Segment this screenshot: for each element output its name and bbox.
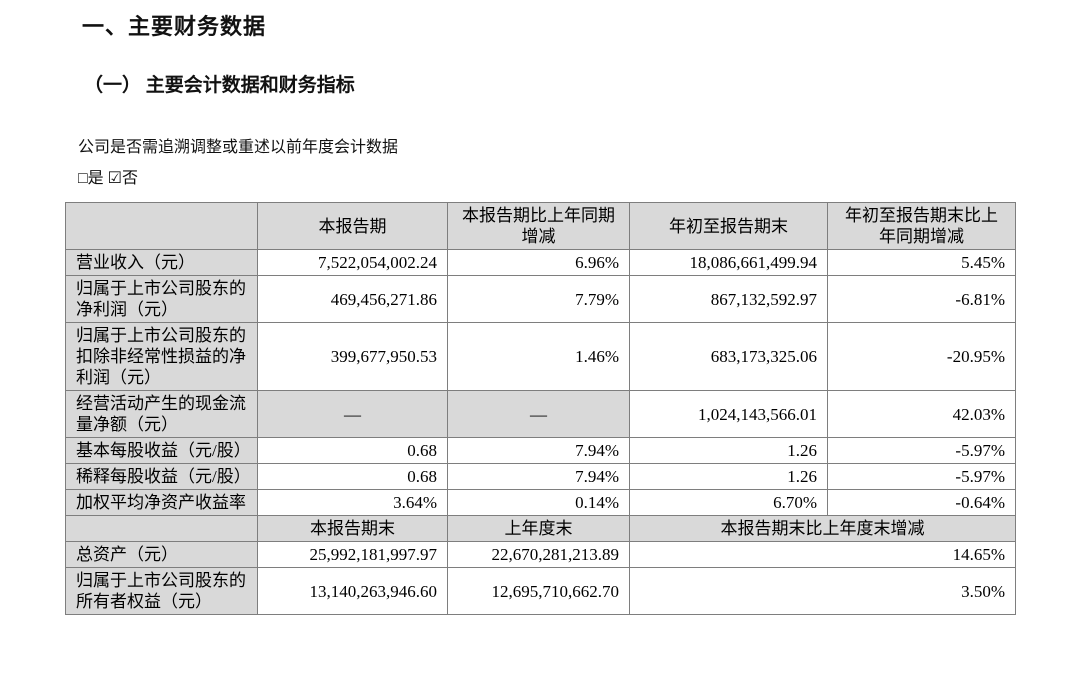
table-row-operating-cash-flow: 经营活动产生的现金流量净额（元） — — 1,024,143,566.01 42… [65, 390, 1016, 438]
cell-value: 25,992,181,997.97 [257, 541, 448, 568]
table-row-net-profit: 归属于上市公司股东的净利润（元） 469,456,271.86 7.79% 86… [65, 275, 1016, 323]
cell-value: 0.68 [257, 463, 448, 490]
cell-value: -20.95% [827, 322, 1016, 391]
cell-value-dash: — [447, 390, 630, 438]
row-label: 总资产（元） [65, 541, 258, 568]
cell-value: -6.81% [827, 275, 1016, 323]
checkbox-yes-unchecked: □是 [78, 170, 104, 187]
cell-value: 1.26 [629, 437, 828, 464]
cell-value: 7,522,054,002.24 [257, 249, 448, 276]
table-row-total-assets: 总资产（元） 25,992,181,997.97 22,670,281,213.… [65, 541, 1016, 568]
row-label: 稀释每股收益（元/股） [65, 463, 258, 490]
header-blank [65, 202, 258, 250]
cell-value: 1.26 [629, 463, 828, 490]
header-period-end-vs-prior: 本报告期末比上年度末增减 [629, 515, 1016, 542]
cell-value: 399,677,950.53 [257, 322, 448, 391]
cell-value: 6.96% [447, 249, 630, 276]
table-header-row-period-end: 本报告期末 上年度末 本报告期末比上年度末增减 [65, 515, 1016, 542]
row-label: 经营活动产生的现金流量净额（元） [65, 390, 258, 438]
cell-value: -5.97% [827, 437, 1016, 464]
cell-value: 42.03% [827, 390, 1016, 438]
cell-value: 1.46% [447, 322, 630, 391]
cell-value: 7.79% [447, 275, 630, 323]
header-ytd: 年初至报告期末 [629, 202, 828, 250]
cell-value: 18,086,661,499.94 [629, 249, 828, 276]
row-label: 归属于上市公司股东的所有者权益（元） [65, 567, 258, 615]
header-period-end: 本报告期末 [257, 515, 448, 542]
header-current-period: 本报告期 [257, 202, 448, 250]
cell-value: 12,695,710,662.70 [447, 567, 630, 615]
cell-value: 7.94% [447, 463, 630, 490]
table-row-diluted-eps: 稀释每股收益（元/股） 0.68 7.94% 1.26 -5.97% [65, 463, 1016, 490]
table-row-net-profit-deducted: 归属于上市公司股东的扣除非经常性损益的净利润（元） 399,677,950.53… [65, 322, 1016, 391]
cell-value: 683,173,325.06 [629, 322, 828, 391]
restate-question: 公司是否需追溯调整或重述以前年度会计数据 [78, 139, 399, 156]
table-row-revenue: 营业收入（元） 7,522,054,002.24 6.96% 18,086,66… [65, 249, 1016, 276]
cell-value: -5.97% [827, 463, 1016, 490]
cell-value: 1,024,143,566.01 [629, 390, 828, 438]
header-current-vs-prior: 本报告期比上年同期增减 [447, 202, 630, 250]
row-label: 基本每股收益（元/股） [65, 437, 258, 464]
row-label: 营业收入（元） [65, 249, 258, 276]
header-ytd-vs-prior: 年初至报告期末比上年同期增减 [827, 202, 1016, 250]
checkbox-no-checked: ☑否 [107, 170, 139, 187]
cell-value: 5.45% [827, 249, 1016, 276]
table-header-row-period: 本报告期 本报告期比上年同期增减 年初至报告期末 年初至报告期末比上年同期增减 [65, 202, 1016, 250]
cell-value: 22,670,281,213.89 [447, 541, 630, 568]
cell-value: 14.65% [629, 541, 1016, 568]
header-prior-year-end: 上年度末 [447, 515, 630, 542]
cell-value: 469,456,271.86 [257, 275, 448, 323]
cell-value: 0.68 [257, 437, 448, 464]
cell-value: 867,132,592.97 [629, 275, 828, 323]
section-title: 一、主要财务数据 [82, 14, 267, 39]
cell-value: 6.70% [629, 489, 828, 516]
restate-answer: □是 ☑否 [78, 164, 1080, 188]
report-page: 一、主要财务数据 （一） 主要会计数据和财务指标 公司是否需追溯调整或重述以前年… [0, 9, 1080, 691]
subsection-title: （一） 主要会计数据和财务指标 [84, 75, 355, 96]
cell-value: 0.14% [447, 489, 630, 516]
cell-value: 3.50% [629, 567, 1016, 615]
cell-value: 3.64% [257, 489, 448, 516]
cell-value: -0.64% [827, 489, 1016, 516]
financial-data-table: 本报告期 本报告期比上年同期增减 年初至报告期末 年初至报告期末比上年同期增减 … [65, 202, 1016, 615]
table-row-owners-equity: 归属于上市公司股东的所有者权益（元） 13,140,263,946.60 12,… [65, 567, 1016, 615]
cell-value: 7.94% [447, 437, 630, 464]
table-row-weighted-roe: 加权平均净资产收益率 3.64% 0.14% 6.70% -0.64% [65, 489, 1016, 516]
cell-value: 13,140,263,946.60 [257, 567, 448, 615]
row-label: 加权平均净资产收益率 [65, 489, 258, 516]
header-blank [65, 515, 258, 542]
table-row-basic-eps: 基本每股收益（元/股） 0.68 7.94% 1.26 -5.97% [65, 437, 1016, 464]
row-label: 归属于上市公司股东的扣除非经常性损益的净利润（元） [65, 322, 258, 391]
row-label: 归属于上市公司股东的净利润（元） [65, 275, 258, 323]
cell-value-dash: — [257, 390, 448, 438]
